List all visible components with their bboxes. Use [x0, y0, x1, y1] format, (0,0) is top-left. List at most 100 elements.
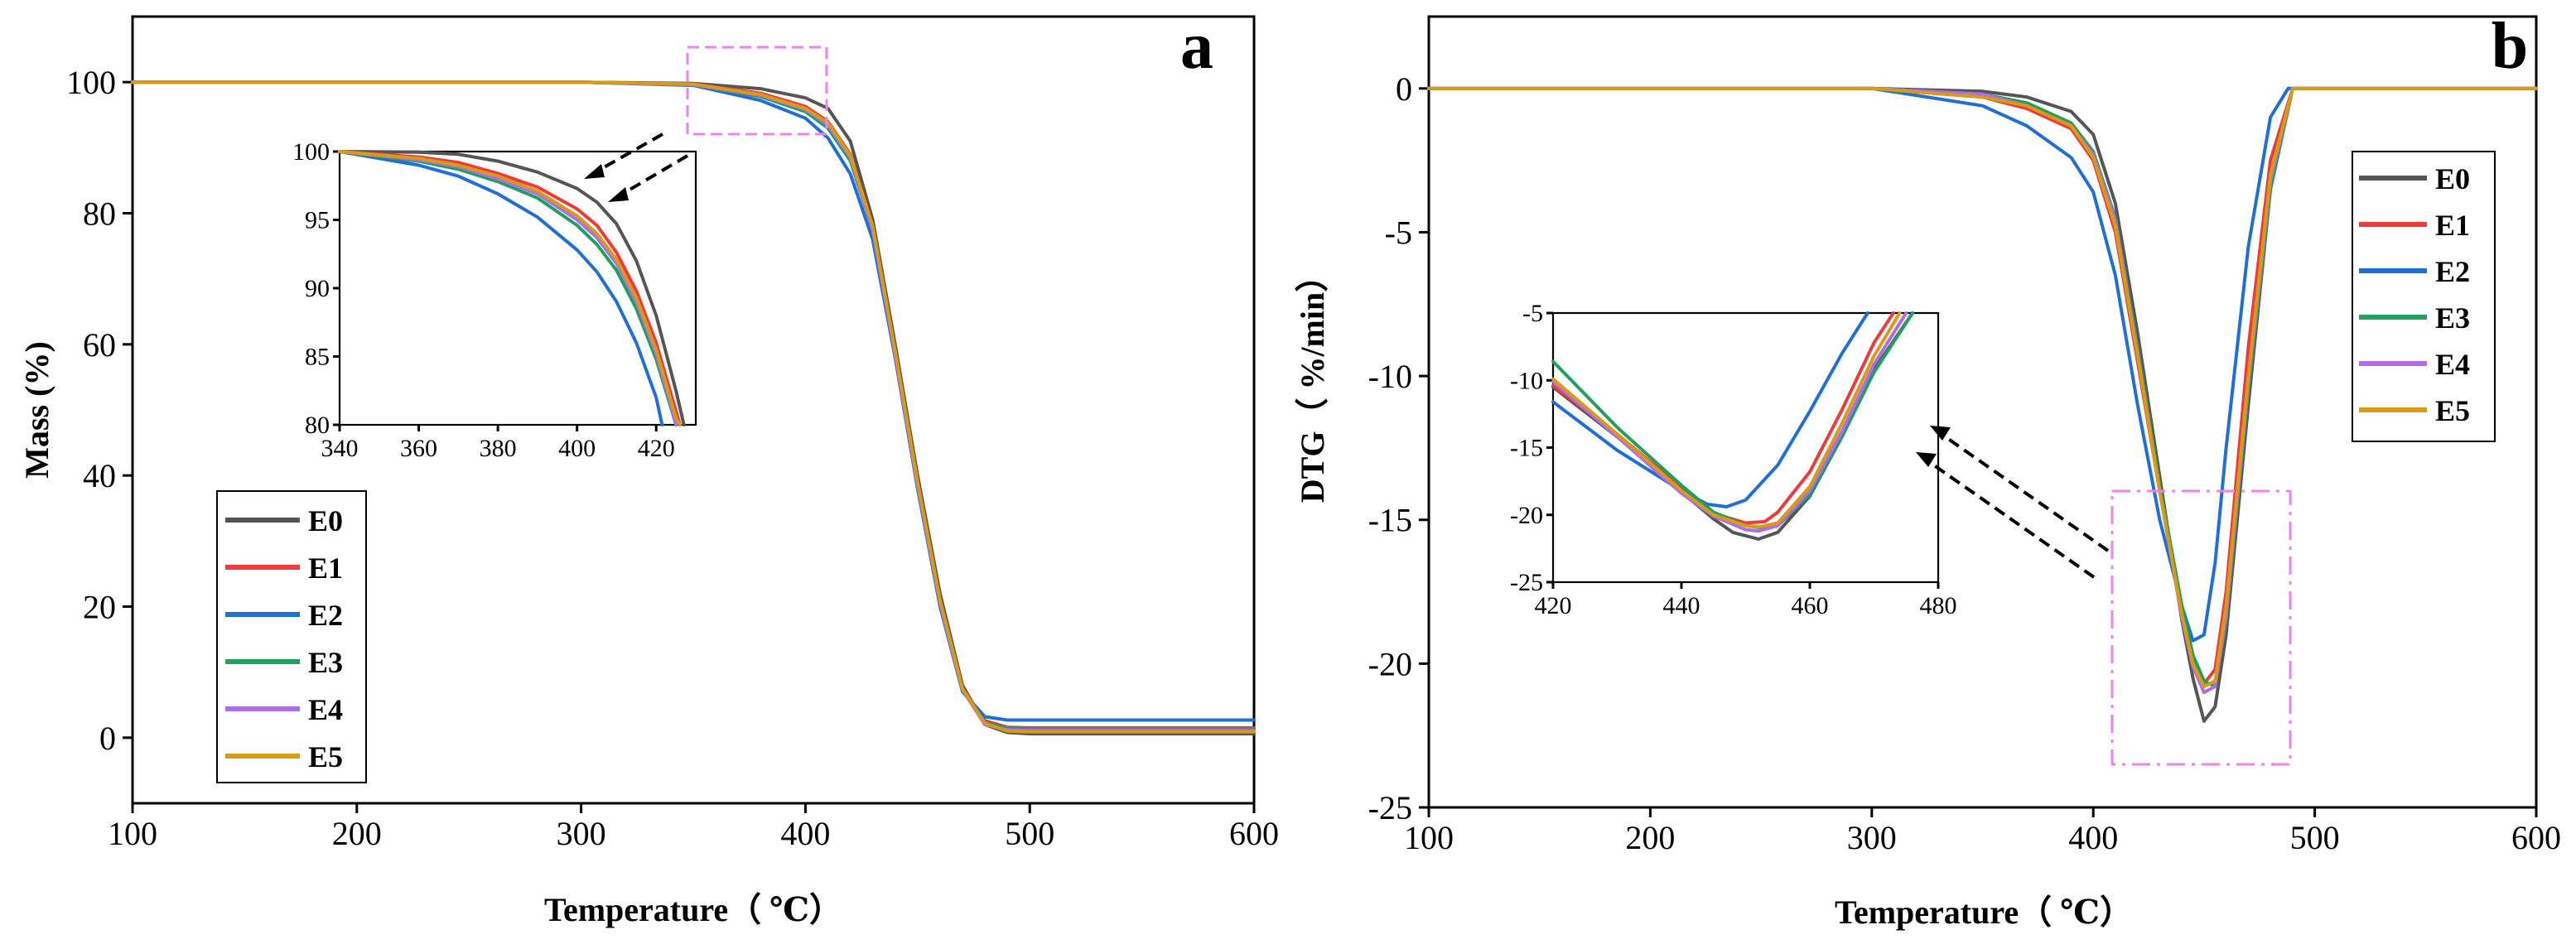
legend-label-e2: E2 — [2435, 255, 2470, 288]
inset-y-tick-label: -20 — [1510, 502, 1543, 529]
panel-a-y-axis-title: Mass (%) — [18, 341, 55, 479]
inset-y-tick-label: 85 — [305, 344, 330, 371]
panel-b-zoom-arrow-2 — [1927, 460, 2096, 579]
panel-b-legend-box — [2352, 151, 2496, 442]
legend-label-e3: E3 — [2435, 301, 2470, 335]
panel-a-inset-x-axis: 340 360 380 400 420 — [321, 425, 675, 462]
inset-series-line-e1 — [338, 150, 682, 426]
panel-a-inset-frame — [338, 150, 697, 426]
panel-a-x-axis: 100 200 300 400 500 600 — [108, 803, 1279, 852]
inset-y-tick-label: -10 — [1510, 367, 1543, 394]
panel-a-zoom-arrow-2 — [615, 154, 689, 199]
panel-a-inset-y-axis: 80 85 90 95 100 — [292, 138, 340, 439]
legend-label-e4: E4 — [2435, 348, 2470, 381]
inset-series-line-e5 — [338, 150, 682, 426]
x-tick-label: 600 — [2511, 819, 2561, 856]
inset-y-tick-label: -25 — [1510, 569, 1543, 596]
panel-a-plot-frame — [131, 15, 1256, 805]
x-tick-label: 400 — [2068, 819, 2118, 856]
x-tick-label: 500 — [2290, 819, 2340, 856]
x-tick-label: 200 — [1625, 819, 1675, 856]
inset-x-tick-label: 460 — [1792, 592, 1829, 619]
inset-y-tick-label: 95 — [305, 207, 330, 234]
y-tick-label: 60 — [83, 326, 116, 364]
panel-a-letter: a — [1180, 10, 1213, 83]
inset-series-line-e4 — [1551, 311, 1908, 533]
x-tick-label: 100 — [1404, 819, 1454, 856]
x-tick-label: 600 — [1229, 815, 1279, 852]
y-tick-label: -25 — [1368, 789, 1412, 826]
x-tick-label: 400 — [780, 815, 830, 852]
panel-a-inset-series-group — [338, 150, 686, 426]
inset-x-tick-label: 360 — [400, 435, 437, 462]
panel-b-inset-x-axis: 420 440 460 480 — [1535, 582, 1957, 619]
legend-label-e3: E3 — [308, 646, 343, 679]
y-tick-label: -15 — [1368, 502, 1412, 539]
panel-b-inset-series-group — [1551, 311, 1914, 541]
panel-b-series-group — [1427, 86, 2538, 723]
inset-series-line-e1 — [1551, 311, 1895, 525]
x-tick-label: 500 — [1005, 815, 1054, 852]
panel-b-x-axis: 100 200 300 400 500 600 — [1404, 807, 2561, 856]
series-line-e5 — [1427, 86, 2538, 689]
inset-y-tick-label: -15 — [1510, 435, 1543, 462]
legend-label-e0: E0 — [308, 504, 343, 537]
series-line-e5 — [131, 80, 1256, 734]
legend-label-e5: E5 — [308, 740, 343, 773]
y-tick-label: 100 — [66, 64, 116, 101]
panel-a-legend: E0 E1 E2 E3 E4 E5 — [216, 490, 367, 783]
panel-b-x-axis-title: Temperature（ ℃） — [1835, 894, 2133, 931]
x-tick-label: 300 — [1847, 819, 1897, 856]
y-tick-label: -5 — [1385, 214, 1412, 251]
y-tick-label: -10 — [1368, 358, 1412, 395]
inset-x-tick-label: 340 — [321, 435, 359, 462]
panel-b-legend: E0 E1 E2 E3 E4 E5 — [2352, 151, 2496, 442]
y-tick-label: -20 — [1368, 645, 1412, 682]
inset-series-line-e5 — [1551, 311, 1902, 529]
inset-series-line-e3 — [1551, 311, 1914, 530]
panel-b: b 100 200 300 400 500 600 -25 -20 -15 -10 -5 0 420… — [1294, 10, 2561, 931]
panel-b-letter: b — [2492, 10, 2529, 83]
inset-x-tick-label: 420 — [1535, 592, 1572, 619]
panel-b-y-axis: -25 -20 -15 -10 -5 0 — [1368, 70, 1429, 826]
inset-y-tick-label: 100 — [292, 138, 330, 166]
panel-b-zoom-region-box — [2110, 489, 2292, 766]
inset-series-line-e0 — [338, 150, 686, 426]
inset-x-tick-label: 480 — [1920, 592, 1957, 619]
x-tick-label: 100 — [108, 815, 157, 852]
y-tick-label: 20 — [83, 589, 116, 626]
panel-b-zoom-arrow-2-head — [1916, 452, 1937, 467]
panel-a: a 100 200 300 400 500 600 0 20 40 60 80 100 340 360… — [18, 10, 1279, 928]
inset-x-tick-label: 400 — [558, 435, 596, 462]
inset-y-tick-label: 80 — [305, 412, 330, 439]
legend-label-e1: E1 — [308, 552, 343, 585]
panel-a-y-axis: 0 20 40 60 80 100 — [66, 64, 133, 757]
inset-series-line-e2 — [338, 150, 664, 426]
panel-a-inset: 340 360 380 400 420 80 85 90 95 100 — [292, 138, 697, 462]
legend-label-e1: E1 — [2435, 209, 2470, 242]
panel-b-inset: 420 440 460 480 -25 -20 -15 -10 -5 — [1510, 300, 1957, 619]
inset-y-tick-label: -5 — [1522, 300, 1543, 327]
panel-a-zoom-region-box — [686, 46, 828, 136]
y-tick-label: 40 — [83, 457, 116, 494]
inset-x-tick-label: 380 — [480, 435, 517, 462]
panel-b-inset-y-axis: -25 -20 -15 -10 -5 — [1510, 300, 1553, 596]
panel-b-y-axis-title: DTG（ %/min） — [1294, 259, 1331, 503]
legend-label-e5: E5 — [2435, 394, 2470, 427]
y-tick-label: 0 — [99, 720, 116, 757]
y-tick-label: 0 — [1396, 70, 1412, 108]
inset-y-tick-label: 90 — [305, 275, 330, 302]
panel-a-series-group — [131, 80, 1256, 736]
x-tick-label: 200 — [332, 815, 382, 852]
panel-a-zoom-arrow-1 — [591, 132, 663, 176]
panel-b-zoom-arrow-1-head — [1930, 426, 1951, 441]
inset-x-tick-label: 420 — [638, 435, 675, 462]
panel-a-x-axis-title: Temperature（ ℃） — [544, 891, 842, 928]
x-tick-label: 300 — [557, 815, 606, 852]
panel-b-plot-frame — [1427, 15, 2538, 809]
panel-a-zoom-arrow-1-head — [584, 164, 605, 179]
panel-b-zoom-arrow-1 — [1941, 433, 2110, 552]
y-tick-label: 80 — [83, 195, 116, 233]
panel-a-zoom-arrow-2-head — [608, 187, 629, 202]
